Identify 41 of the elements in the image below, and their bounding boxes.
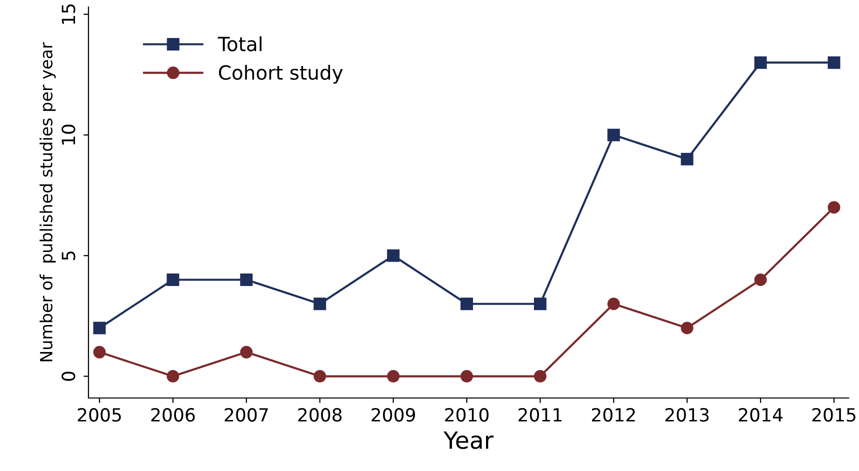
point <box>754 56 767 69</box>
point <box>534 298 546 310</box>
x-tick-label: 2014 <box>738 408 783 422</box>
point <box>166 274 180 286</box>
point <box>607 298 620 310</box>
y-tick-label: 15 <box>62 4 76 24</box>
x-tick-label: 2012 <box>592 408 635 422</box>
x-tick-label: 2011 <box>518 408 562 422</box>
x-tick-label: 2005 <box>78 408 121 422</box>
point <box>460 370 473 383</box>
point <box>387 370 400 383</box>
legend-label: Total <box>218 36 262 52</box>
point <box>314 370 326 383</box>
point <box>828 201 840 214</box>
x-tick-label: 2015 <box>812 408 856 422</box>
y-tick-label: 0 <box>62 372 76 381</box>
point <box>314 298 326 310</box>
point <box>680 152 694 166</box>
x-tick-label: 2013 <box>665 408 709 422</box>
point <box>534 370 546 383</box>
point <box>607 128 620 142</box>
x-tick-label: 2010 <box>445 408 489 422</box>
y-tick-label: 10 <box>62 124 76 144</box>
y-axis-title: Number of published studies per year <box>40 42 56 362</box>
point <box>93 322 106 334</box>
point <box>166 370 180 383</box>
y-tick-label: 5 <box>62 251 76 260</box>
x-tick-label: 2006 <box>151 408 195 422</box>
x-axis-title: Year <box>444 431 494 450</box>
legend-label: Cohort study <box>218 64 343 84</box>
x-tick-label: 2009 <box>372 408 416 422</box>
x-tick-label: 2007 <box>224 408 268 422</box>
point <box>754 274 767 286</box>
point <box>680 322 694 334</box>
point <box>460 298 473 310</box>
point <box>387 249 400 262</box>
point <box>93 346 106 358</box>
point <box>240 274 253 286</box>
x-tick-label: 2008 <box>298 408 342 422</box>
point <box>828 56 840 69</box>
point <box>240 346 253 358</box>
